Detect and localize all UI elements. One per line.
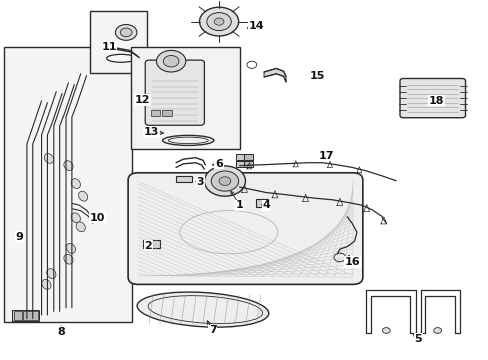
Ellipse shape xyxy=(44,153,53,163)
Polygon shape xyxy=(4,47,132,322)
Polygon shape xyxy=(235,161,244,167)
Text: 14: 14 xyxy=(248,21,264,31)
Text: 12: 12 xyxy=(135,95,150,105)
Text: 10: 10 xyxy=(90,213,105,223)
Polygon shape xyxy=(235,154,244,160)
Text: 18: 18 xyxy=(427,96,443,106)
Text: 16: 16 xyxy=(344,257,359,267)
Ellipse shape xyxy=(71,179,80,189)
Polygon shape xyxy=(176,176,192,182)
Text: 3: 3 xyxy=(196,177,204,187)
Polygon shape xyxy=(162,110,172,116)
Polygon shape xyxy=(256,199,267,207)
Circle shape xyxy=(433,328,441,333)
Circle shape xyxy=(206,13,231,31)
Polygon shape xyxy=(143,240,160,248)
Ellipse shape xyxy=(79,191,87,201)
Text: 7: 7 xyxy=(208,325,216,336)
Circle shape xyxy=(211,171,238,191)
Ellipse shape xyxy=(64,254,73,264)
Ellipse shape xyxy=(66,243,75,253)
Text: 1: 1 xyxy=(235,200,243,210)
Text: 11: 11 xyxy=(101,42,117,52)
Polygon shape xyxy=(23,311,38,320)
Circle shape xyxy=(156,50,185,72)
Polygon shape xyxy=(264,68,285,82)
Ellipse shape xyxy=(71,213,80,223)
Circle shape xyxy=(204,166,245,196)
FancyBboxPatch shape xyxy=(128,173,362,284)
Circle shape xyxy=(199,7,238,36)
FancyBboxPatch shape xyxy=(399,78,465,118)
Text: 15: 15 xyxy=(309,71,325,81)
Ellipse shape xyxy=(76,222,85,232)
Circle shape xyxy=(115,24,137,40)
Text: 4: 4 xyxy=(262,200,270,210)
Circle shape xyxy=(120,28,132,37)
Ellipse shape xyxy=(137,292,268,327)
FancyBboxPatch shape xyxy=(145,60,204,125)
Polygon shape xyxy=(90,11,146,73)
Polygon shape xyxy=(244,154,253,160)
Polygon shape xyxy=(12,310,39,321)
Text: 17: 17 xyxy=(318,150,334,161)
Circle shape xyxy=(214,18,224,25)
Polygon shape xyxy=(131,47,239,149)
Ellipse shape xyxy=(47,269,56,279)
Polygon shape xyxy=(14,311,22,320)
Ellipse shape xyxy=(162,135,214,145)
Circle shape xyxy=(219,177,230,185)
Circle shape xyxy=(163,55,179,67)
Polygon shape xyxy=(244,161,253,167)
Text: 8: 8 xyxy=(57,327,65,337)
Text: 2: 2 xyxy=(144,240,152,251)
Text: 5: 5 xyxy=(413,334,421,344)
Ellipse shape xyxy=(64,161,73,171)
Polygon shape xyxy=(150,110,160,116)
Circle shape xyxy=(382,328,389,333)
Ellipse shape xyxy=(42,279,51,289)
Text: 9: 9 xyxy=(16,232,23,242)
Text: 13: 13 xyxy=(143,127,159,138)
Text: 6: 6 xyxy=(215,159,223,169)
